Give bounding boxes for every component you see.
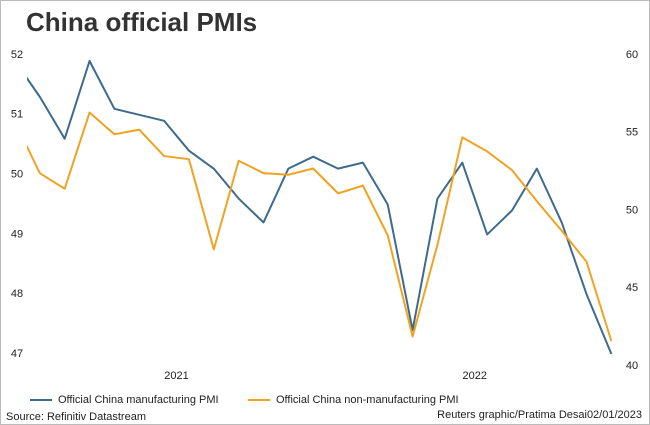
source: Source: Refinitiv Datastream — [6, 411, 146, 423]
y-tick-label: 49 — [11, 228, 23, 240]
y2-tick-label: 45 — [626, 282, 638, 294]
y-tick-label: 48 — [11, 288, 23, 300]
y2-tick-label: 40 — [626, 360, 638, 372]
y-tick-label: 50 — [11, 169, 23, 181]
chart-title: China official PMIs — [26, 7, 257, 37]
legend-label: Official China non-manufacturing PMI — [276, 394, 459, 406]
x-tick-label: 2022 — [462, 370, 486, 382]
x-tick-label: 2021 — [164, 370, 188, 382]
plot-area — [27, 59, 613, 355]
series-line — [27, 111, 613, 342]
series-line — [27, 59, 613, 355]
legend-label: Official China manufacturing PMI — [58, 394, 219, 406]
y2-tick-label: 50 — [626, 204, 638, 216]
y-tick-label: 51 — [11, 109, 23, 121]
y-tick-label: 47 — [11, 348, 23, 360]
credit: Reuters graphic/Pratima Desai02/01/2023 — [437, 409, 642, 421]
y2-tick-label: 55 — [626, 127, 638, 139]
y2-tick-label: 60 — [626, 49, 638, 61]
y-tick-label: 52 — [11, 49, 23, 61]
